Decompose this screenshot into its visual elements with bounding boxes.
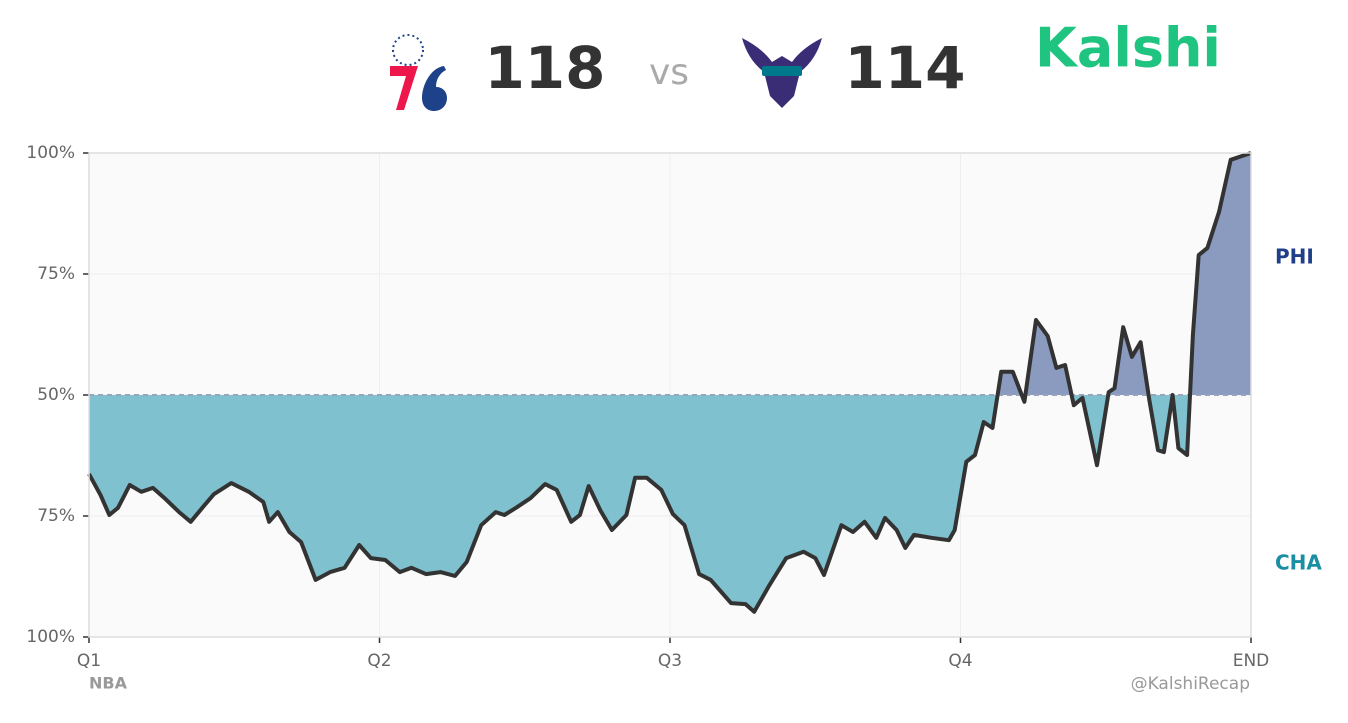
away-logo: [742, 38, 822, 108]
brand-logo: Kalshi: [1035, 17, 1221, 80]
y-tick-label: 50%: [37, 385, 75, 405]
home-logo: [390, 34, 447, 111]
credit: @KalshiRecap: [1131, 674, 1250, 694]
x-tick-label: Q4: [948, 651, 972, 671]
y-tick-label: 100%: [26, 627, 75, 647]
below-label: CHA: [1275, 551, 1322, 575]
probability-line: [87, 151, 1252, 614]
versus: vs: [649, 52, 689, 93]
x-tick-label: END: [1233, 651, 1270, 671]
away-score: 114: [844, 34, 965, 102]
y-tick-label: 75%: [37, 264, 75, 284]
plot-border: [88, 152, 1252, 638]
x-tick-label: Q2: [367, 651, 391, 671]
home-score: 118: [484, 34, 605, 102]
x-tick-label: Q1: [77, 651, 101, 671]
y-tick-label: 75%: [37, 506, 75, 526]
above-label: PHI: [1275, 245, 1314, 269]
y-tick-label: 100%: [26, 143, 75, 163]
x-tick-label: Q3: [658, 651, 682, 671]
league-label: NBA: [89, 674, 128, 693]
area-above: [89, 153, 1251, 395]
